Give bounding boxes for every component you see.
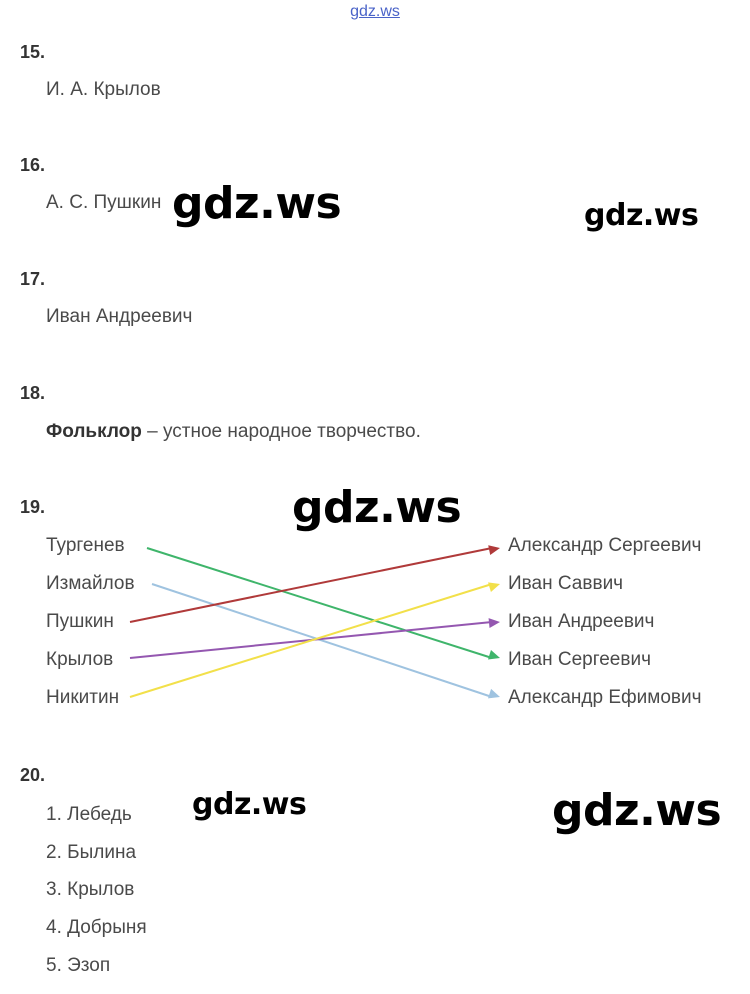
list-item: 5. Эзоп xyxy=(46,955,111,976)
question-number-15: 15. xyxy=(20,42,46,62)
left-item: Никитин xyxy=(46,687,120,708)
right-item: Александр Сергеевич xyxy=(508,535,702,556)
arrowhead-icon xyxy=(488,582,500,592)
folklore-definition: – устное народное творчество. xyxy=(141,421,421,442)
answer-18: Фольклор – устное народное творчество. xyxy=(46,421,421,443)
right-item: Александр Ефимович xyxy=(508,687,702,708)
question-number-19: 19. xyxy=(20,497,46,517)
watermark: gdz.ws xyxy=(292,482,462,533)
question-number-16: 16. xyxy=(20,155,46,175)
answer-15: И. А. Крылов xyxy=(46,79,161,100)
answer-16: А. С. Пушкин xyxy=(46,192,162,213)
list-item: 2. Былина xyxy=(46,842,137,863)
list-item: 3. Крылов xyxy=(46,879,135,900)
top-watermark-link[interactable]: gdz.ws xyxy=(350,3,400,20)
watermark: gdz.ws xyxy=(192,787,307,822)
list-item: 4. Добрыня xyxy=(46,917,147,938)
arrowhead-icon xyxy=(488,649,500,660)
right-item: Иван Саввич xyxy=(508,573,624,594)
question-number-20: 20. xyxy=(20,765,46,785)
match-line xyxy=(146,547,493,659)
arrowhead-icon xyxy=(488,545,500,556)
right-item: Иван Андреевич xyxy=(508,611,655,632)
right-item: Иван Сергеевич xyxy=(508,649,651,670)
watermark: gdz.ws xyxy=(172,178,342,229)
left-item: Измайлов xyxy=(46,573,135,594)
arrowhead-icon xyxy=(487,688,500,699)
question-number-17: 17. xyxy=(20,269,46,289)
answer-17: Иван Андреевич xyxy=(46,306,193,327)
match-line xyxy=(151,583,493,698)
left-item: Тургенев xyxy=(46,535,125,556)
arrowhead-icon xyxy=(488,618,500,629)
left-item: Крылов xyxy=(46,649,114,670)
watermark: gdz.ws xyxy=(584,198,699,233)
question-number-18: 18. xyxy=(20,383,46,403)
match-line xyxy=(129,583,493,698)
match-line xyxy=(129,547,493,623)
watermark: gdz.ws xyxy=(552,785,722,836)
folklore-term: Фольклор xyxy=(46,421,142,442)
left-item: Пушкин xyxy=(46,611,114,632)
list-item: 1. Лебедь xyxy=(46,804,132,825)
